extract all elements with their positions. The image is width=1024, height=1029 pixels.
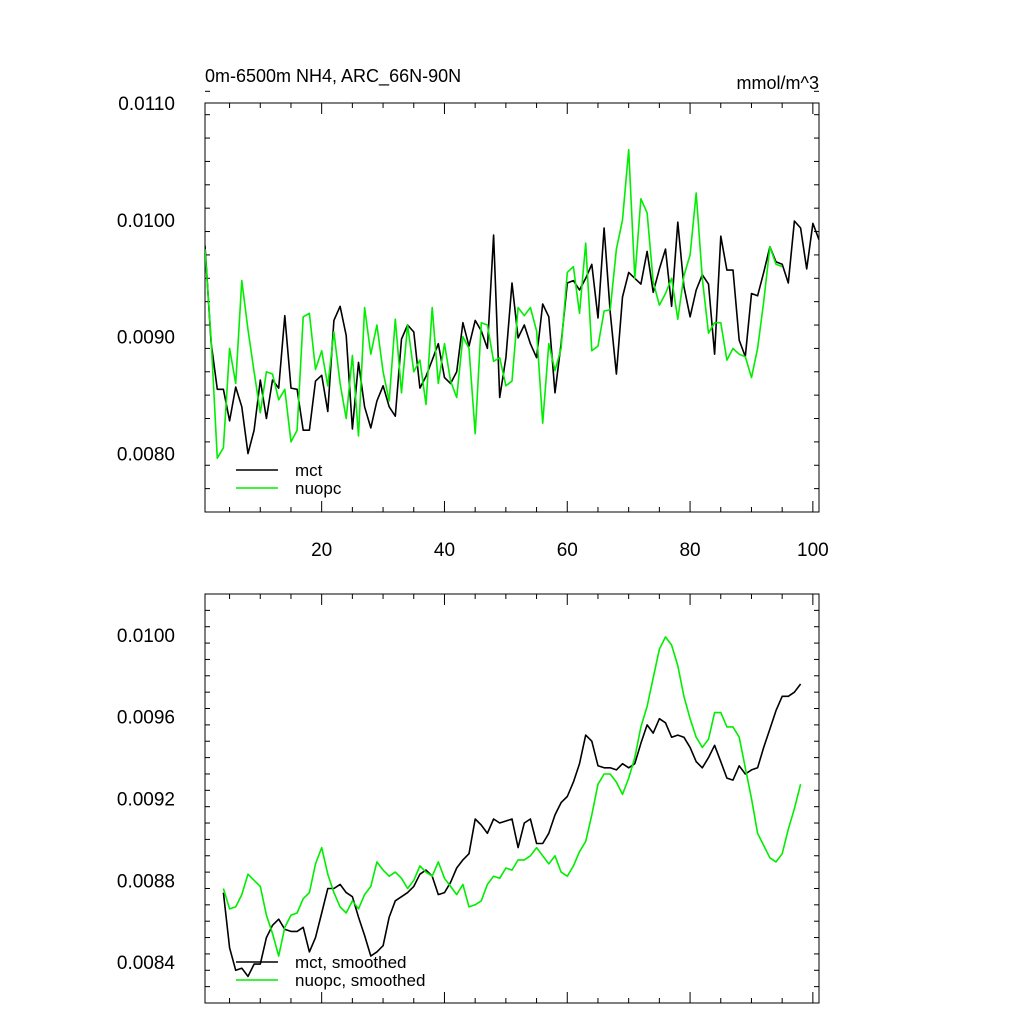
y-tick-label: 0.0088 — [117, 871, 175, 892]
legend-label: mct, smoothed — [295, 953, 407, 972]
y-tick-label: 0.0080 — [117, 445, 175, 466]
y-tick-label: 0.0110 — [118, 94, 175, 115]
panel-top: 20 40 60 80 100 0.0080 0.0090 0.0100 0.0110 0m-65… — [117, 66, 829, 561]
y-tick-label: 0.0084 — [117, 953, 176, 974]
series-line-nuopc — [205, 148, 783, 460]
y-tick-label: 0.0090 — [117, 328, 175, 349]
legend-label: nuopc, smoothed — [295, 971, 425, 990]
plot-frame — [204, 593, 820, 1004]
legend-label: nuopc — [295, 479, 342, 498]
x-tick-label: 80 — [679, 540, 700, 561]
x-tick-label: 100 — [797, 540, 829, 561]
legend-label: mct — [295, 461, 323, 480]
series-line-mct-smoothed — [222, 683, 802, 978]
units-label: mmol/m^3 — [737, 73, 819, 93]
y-tick-label: 0.0092 — [117, 790, 175, 811]
y-tick-label: 0.0096 — [117, 708, 175, 729]
panel-bottom: 0.0084 0.0088 0.0092 0.0096 0.0100 mct, smoot… — [117, 593, 820, 1004]
series-line-mct — [205, 220, 819, 455]
plot-frame — [204, 102, 820, 513]
y-tick-label: 0.0100 — [117, 626, 175, 647]
series-line-nuopc-smoothed — [222, 636, 802, 957]
x-tick-label: 60 — [557, 540, 578, 561]
x-tick-label: 40 — [434, 540, 455, 561]
chart-title: 0m-6500m NH4, ARC_66N-90N — [205, 66, 461, 87]
x-tick-label: 20 — [311, 540, 332, 561]
y-tick-label: 0.0100 — [117, 211, 175, 232]
